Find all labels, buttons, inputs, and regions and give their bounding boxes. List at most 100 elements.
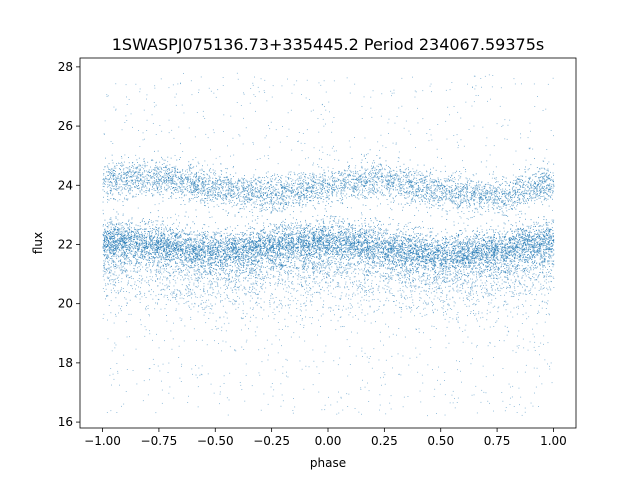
data-point — [382, 257, 384, 258]
data-point — [245, 233, 246, 234]
data-point — [539, 231, 541, 233]
data-point — [463, 249, 465, 250]
data-point — [246, 250, 248, 251]
data-point — [534, 256, 535, 257]
data-point — [291, 250, 293, 252]
data-point — [392, 257, 394, 259]
data-point — [535, 239, 537, 240]
data-point — [139, 244, 141, 245]
data-point — [502, 240, 503, 242]
data-point — [550, 251, 552, 253]
data-point — [329, 230, 331, 232]
data-point — [358, 244, 359, 245]
data-point — [104, 238, 105, 240]
data-point — [418, 250, 419, 251]
data-point — [339, 249, 340, 251]
data-point — [543, 251, 544, 252]
data-point — [451, 235, 452, 237]
data-point — [529, 234, 530, 236]
data-point — [491, 237, 493, 239]
data-point — [278, 244, 280, 245]
data-point — [169, 229, 171, 231]
data-point — [174, 254, 176, 256]
data-point — [169, 255, 170, 257]
data-point — [483, 264, 484, 265]
data-point — [165, 226, 166, 228]
data-point — [428, 275, 430, 277]
data-point — [499, 236, 501, 238]
data-point — [145, 240, 146, 242]
data-point — [335, 248, 337, 250]
data-point — [183, 245, 185, 247]
data-point — [222, 241, 224, 243]
data-point — [368, 244, 370, 246]
data-point — [527, 244, 529, 246]
data-point — [296, 250, 298, 252]
data-point — [319, 247, 321, 249]
data-point — [293, 244, 295, 246]
data-point — [458, 248, 460, 250]
data-point — [189, 249, 190, 250]
data-point — [375, 218, 377, 220]
data-point — [278, 264, 280, 266]
data-point — [332, 235, 334, 237]
data-point — [224, 255, 226, 257]
data-point — [447, 274, 449, 276]
data-point — [423, 226, 424, 228]
data-point — [355, 268, 357, 270]
data-point — [104, 237, 106, 239]
data-point — [438, 254, 440, 256]
data-point — [451, 243, 453, 245]
data-point — [343, 238, 345, 240]
data-point — [161, 247, 162, 249]
data-point — [378, 223, 379, 225]
data-point — [317, 246, 319, 248]
data-point — [365, 218, 366, 219]
data-point — [467, 251, 469, 253]
data-point — [347, 218, 349, 220]
data-point — [118, 230, 120, 232]
data-point — [467, 246, 469, 248]
data-point — [243, 247, 245, 249]
data-point — [180, 242, 182, 244]
data-point — [152, 237, 154, 239]
data-point — [433, 278, 435, 280]
data-point — [125, 255, 127, 257]
data-point — [141, 254, 143, 256]
data-point — [278, 226, 280, 228]
data-point — [360, 244, 362, 245]
data-point — [249, 257, 251, 259]
data-point — [214, 236, 216, 238]
data-point — [329, 220, 331, 222]
data-point — [267, 247, 269, 249]
data-point — [140, 254, 141, 256]
data-point — [418, 263, 419, 265]
data-point — [306, 240, 308, 242]
data-point — [193, 266, 195, 268]
data-point — [178, 246, 180, 248]
data-point — [150, 235, 152, 237]
data-point — [228, 240, 229, 242]
data-point — [305, 245, 306, 247]
data-point — [240, 257, 242, 259]
data-point — [145, 228, 147, 230]
data-point — [394, 254, 396, 256]
data-point — [247, 241, 248, 243]
data-point — [260, 230, 262, 232]
data-point — [167, 247, 169, 249]
data-point — [407, 260, 409, 262]
data-point — [124, 243, 126, 245]
data-point — [316, 256, 318, 258]
data-point — [175, 262, 177, 263]
data-point — [512, 230, 513, 232]
data-point — [527, 261, 528, 263]
data-point — [308, 242, 309, 243]
data-point — [469, 253, 471, 254]
data-point — [256, 248, 258, 250]
data-point — [158, 241, 160, 243]
data-point — [348, 244, 350, 246]
data-point — [209, 246, 211, 248]
data-point — [200, 260, 202, 262]
data-point — [332, 247, 334, 249]
data-point — [312, 216, 314, 217]
